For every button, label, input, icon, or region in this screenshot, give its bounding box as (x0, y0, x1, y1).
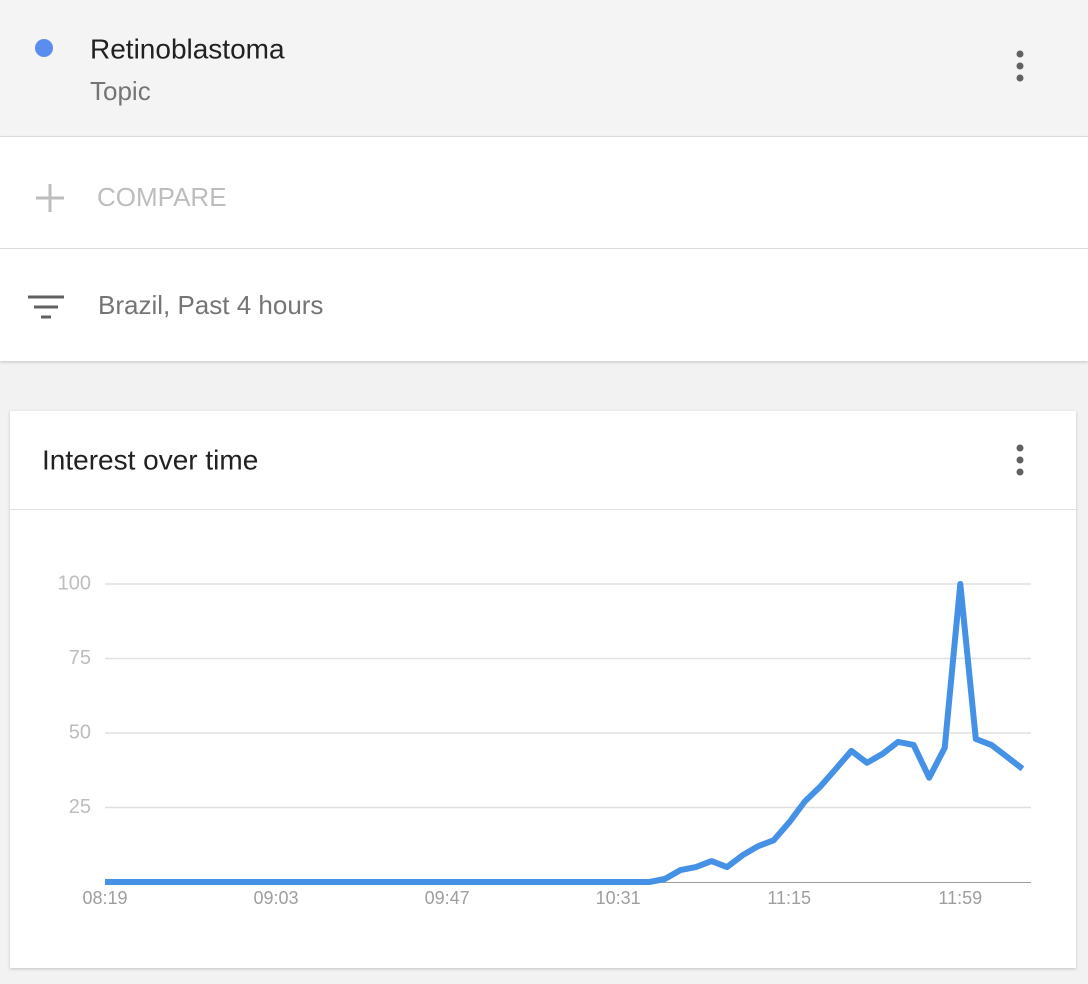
y-tick-label: 75 (69, 647, 91, 669)
x-tick-label: 10:31 (596, 888, 641, 908)
filter-icon[interactable] (28, 295, 64, 319)
x-tick-label: 11:15 (767, 888, 811, 908)
topic-title: Retinoblastoma (90, 33, 285, 64)
filter-label[interactable]: Brazil, Past 4 hours (98, 290, 323, 320)
x-tick-label: 08:19 (82, 888, 127, 908)
x-tick-label: 11:59 (938, 888, 982, 908)
card-menu[interactable] (1016, 444, 1024, 476)
topic-subtitle: Topic (90, 76, 151, 106)
x-tick-label: 09:47 (425, 888, 470, 908)
card (10, 411, 1076, 968)
x-tick-label: 09:03 (254, 888, 299, 908)
header-menu[interactable] (1016, 50, 1024, 82)
y-tick-label: 100 (58, 572, 91, 594)
y-tick-label: 50 (69, 721, 91, 743)
plus-icon[interactable] (36, 184, 64, 212)
y-tick-label: 25 (69, 796, 91, 818)
series-line (105, 581, 1025, 885)
card-title: Interest over time (42, 444, 258, 475)
compare-button[interactable]: COMPARE (97, 182, 227, 212)
header (0, 0, 1088, 136)
topic-dot (35, 39, 53, 57)
